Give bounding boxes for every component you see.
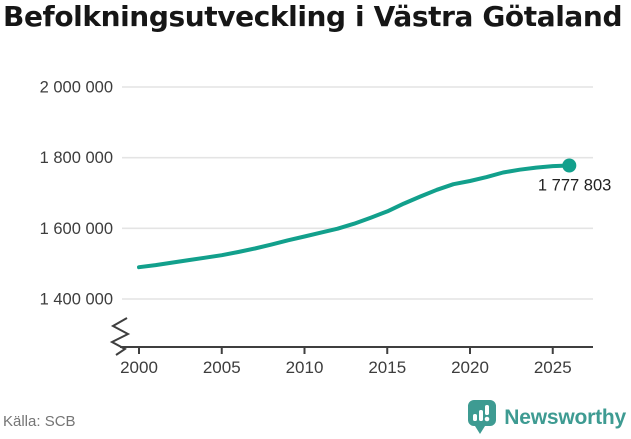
x-tick-label: 2000 [120,358,158,377]
brand-name: Newsworthy [504,406,626,429]
y-tick-label: 2 000 000 [40,79,113,97]
series-end-point [562,158,577,173]
axis-break-icon [109,317,131,356]
y-tick-label: 1 600 000 [40,220,113,238]
x-tick-label: 2020 [451,358,489,377]
newsworthy-logo-icon [468,400,497,434]
y-tick-label: 1 400 000 [40,291,113,309]
population-series-line [137,163,572,270]
end-point-value-label: 1 777 803 [538,177,611,195]
brand-lockup: Newsworthy [467,399,626,437]
x-tick-label: 2010 [286,358,324,377]
chart-title: Befolkningsutveckling i Västra Götaland [3,0,623,33]
y-tick-label: 1 800 000 [40,149,113,167]
x-tick-label: 2025 [534,358,572,377]
source-note: Källa: SCB [3,413,76,430]
x-tick-label: 2005 [203,358,241,377]
x-tick-label: 2015 [368,358,406,377]
